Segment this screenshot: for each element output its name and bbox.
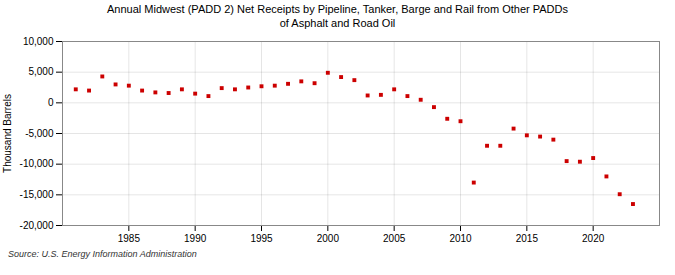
svg-text:-10,000: -10,000: [20, 158, 54, 169]
svg-text:1985: 1985: [118, 232, 141, 243]
svg-text:2010: 2010: [449, 232, 472, 243]
html-text:Source: U.S. Energy Informatio: Source: U.S. Energy Information Administ…: [8, 248, 197, 259]
svg-text:2005: 2005: [383, 232, 406, 243]
svg-text:-15,000: -15,000: [20, 189, 54, 200]
svg-text:1995: 1995: [250, 232, 273, 243]
svg-text:-5,000: -5,000: [25, 127, 54, 138]
html-text:Annual Midwest (PADD 2) Net Re: Annual Midwest (PADD 2) Net Receipts by …: [107, 3, 568, 29]
svg-text:0: 0: [48, 97, 54, 108]
svg-text:1990: 1990: [184, 232, 207, 243]
svg-text:5,000: 5,000: [28, 66, 53, 77]
svg-text:10,000: 10,000: [23, 35, 54, 46]
svg-text:2000: 2000: [317, 232, 340, 243]
svg-text:Thousand Barrels: Thousand Barrels: [2, 94, 13, 173]
svg-text:2020: 2020: [582, 232, 605, 243]
svg-text:-20,000: -20,000: [20, 219, 54, 230]
svg-text:2015: 2015: [516, 232, 539, 243]
